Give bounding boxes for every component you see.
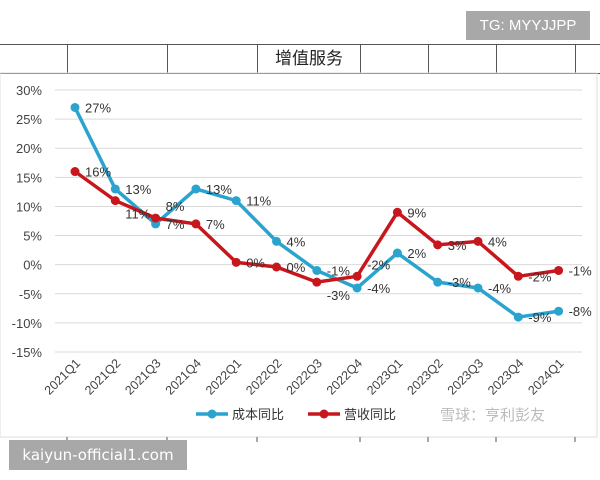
data-label: 0% bbox=[287, 260, 306, 275]
data-label: 2% bbox=[407, 246, 426, 261]
y-tick-label: 5% bbox=[23, 229, 42, 244]
legend-label: 营收同比 bbox=[344, 408, 396, 423]
data-point bbox=[352, 283, 362, 293]
y-tick-label: 20% bbox=[16, 141, 42, 156]
data-label: -1% bbox=[569, 263, 593, 278]
x-tick-label: 2023Q1 bbox=[364, 356, 405, 397]
data-label: -4% bbox=[488, 281, 512, 296]
data-point bbox=[433, 240, 443, 250]
data-point bbox=[312, 265, 322, 275]
data-point bbox=[513, 271, 523, 281]
data-label: -4% bbox=[367, 281, 391, 296]
data-label: -3% bbox=[327, 288, 351, 303]
legend-marker bbox=[319, 409, 329, 419]
data-label: 27% bbox=[85, 100, 111, 115]
watermark-tg: TG: MYYJJPP bbox=[466, 11, 590, 40]
x-tick-label: 2021Q1 bbox=[42, 356, 83, 397]
watermark-site: kaiyun-official1.com bbox=[9, 440, 187, 470]
data-label: -9% bbox=[528, 310, 552, 325]
data-label: -2% bbox=[367, 257, 391, 272]
data-point bbox=[151, 213, 161, 223]
cell-divider bbox=[257, 45, 258, 73]
x-tick-label: 2021Q4 bbox=[163, 356, 204, 397]
y-tick-label: 10% bbox=[16, 199, 42, 214]
cell-divider bbox=[428, 45, 429, 73]
y-tick-label: -5% bbox=[19, 287, 43, 302]
data-label: -1% bbox=[327, 263, 351, 278]
x-tick-label: 2022Q1 bbox=[203, 356, 244, 397]
x-tick-label: 2021Q3 bbox=[122, 356, 163, 397]
data-point bbox=[272, 262, 281, 272]
data-label: 4% bbox=[488, 234, 507, 249]
cell-divider bbox=[496, 45, 497, 73]
data-point bbox=[272, 236, 281, 246]
legend-marker bbox=[207, 409, 217, 419]
cell-divider bbox=[67, 45, 68, 73]
data-label: 7% bbox=[166, 217, 185, 232]
x-tick-label: 2022Q4 bbox=[324, 356, 365, 397]
data-point bbox=[392, 207, 402, 217]
y-tick-label: 0% bbox=[23, 258, 42, 273]
data-point bbox=[191, 184, 201, 194]
data-point bbox=[70, 167, 80, 177]
data-point bbox=[473, 236, 483, 246]
x-tick-label: 2023Q3 bbox=[445, 356, 486, 397]
y-tick-label: 15% bbox=[16, 170, 42, 185]
data-point bbox=[231, 257, 241, 267]
data-label: 11% bbox=[125, 207, 150, 222]
watermark-xueqiu: 雪球：亨利彭友 bbox=[440, 406, 546, 424]
page-title: 增值服务 bbox=[275, 49, 343, 69]
data-point bbox=[110, 196, 120, 206]
x-tick-label: 2023Q2 bbox=[404, 356, 445, 397]
data-label: -2% bbox=[528, 269, 552, 284]
x-tick-label: 2024Q1 bbox=[525, 356, 566, 397]
data-point bbox=[392, 248, 402, 258]
y-tick-label: -15% bbox=[12, 345, 43, 360]
cell-divider bbox=[360, 45, 361, 73]
data-point bbox=[554, 306, 564, 316]
data-label: 16% bbox=[85, 165, 111, 180]
y-tick-label: -10% bbox=[12, 316, 43, 331]
x-tick-label: 2022Q2 bbox=[243, 356, 284, 397]
data-label: 9% bbox=[407, 205, 426, 220]
y-tick-label: 30% bbox=[16, 83, 42, 98]
data-point bbox=[231, 196, 241, 206]
x-tick-label: 2022Q3 bbox=[284, 356, 325, 397]
data-label: 8% bbox=[166, 199, 185, 214]
data-point bbox=[191, 219, 201, 229]
x-tick-label: 2023Q4 bbox=[485, 356, 526, 397]
data-point bbox=[110, 184, 120, 194]
data-point bbox=[473, 283, 483, 293]
data-label: 3% bbox=[448, 238, 467, 253]
y-tick-label: 25% bbox=[16, 112, 42, 127]
data-label: 13% bbox=[125, 182, 151, 197]
legend-label: 成本同比 bbox=[232, 408, 284, 423]
data-point bbox=[312, 277, 322, 287]
data-label: -3% bbox=[448, 275, 472, 290]
data-point bbox=[554, 265, 564, 275]
x-tick-label: 2021Q2 bbox=[82, 356, 123, 397]
chart-border bbox=[0, 72, 598, 438]
data-label: 7% bbox=[206, 217, 225, 232]
data-label: 4% bbox=[287, 234, 306, 249]
cell-divider bbox=[167, 45, 168, 73]
data-label: -8% bbox=[569, 304, 593, 319]
data-label: 13% bbox=[206, 182, 232, 197]
data-label: 0% bbox=[246, 255, 265, 270]
data-point bbox=[70, 102, 80, 112]
data-point bbox=[433, 277, 443, 287]
data-point bbox=[352, 271, 362, 281]
data-label: 11% bbox=[246, 194, 271, 209]
cell-divider bbox=[575, 45, 576, 73]
data-point bbox=[513, 312, 523, 322]
